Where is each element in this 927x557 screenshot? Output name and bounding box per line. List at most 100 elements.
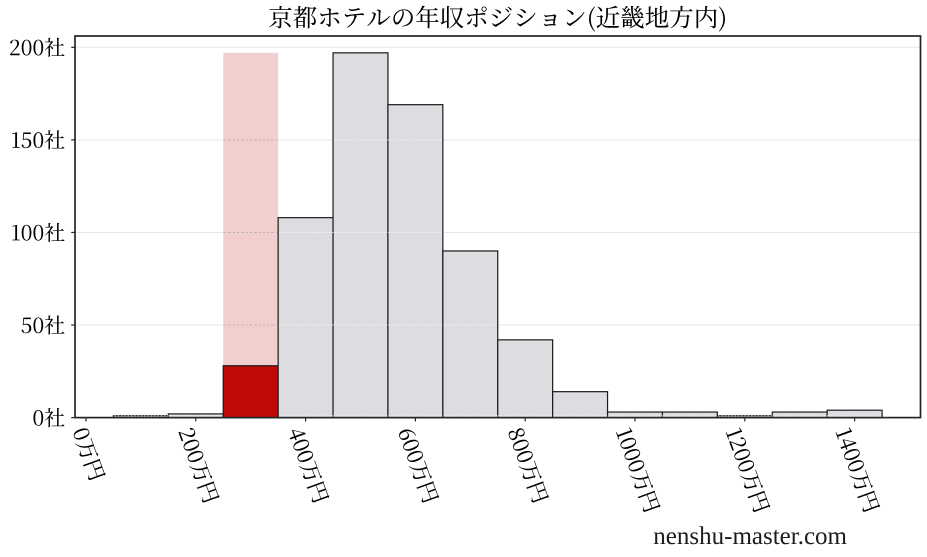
glyph [75, 437, 99, 457]
glyph [719, 6, 726, 32]
highlight-band [223, 52, 279, 418]
glyph [306, 481, 330, 503]
y-tick-label-glyphs [33, 408, 65, 428]
glyph [187, 450, 204, 463]
x-tick-label-glyphs [725, 427, 771, 512]
glyph [543, 14, 557, 27]
y-tick-label-glyphs [12, 130, 65, 150]
y-tick-label-glyphs [21, 315, 65, 335]
highlight-bar [222, 365, 279, 419]
chart-title-glyphs [269, 5, 726, 32]
glyph [516, 8, 536, 27]
glyph [738, 460, 755, 472]
glyph [269, 5, 292, 29]
x-tick-label-glyphs [73, 428, 106, 481]
glyph [840, 439, 857, 450]
grid [75, 46, 921, 326]
histogram-bar [826, 409, 883, 419]
glyph [526, 481, 549, 503]
glyph [616, 427, 633, 440]
glyph [21, 132, 32, 149]
x-tick-label-glyphs [508, 428, 549, 503]
y-tick-label-glyphs [10, 37, 65, 57]
glyph [508, 428, 525, 441]
grid-overlay [114, 139, 882, 417]
glyph [416, 5, 439, 29]
glyph [293, 439, 310, 451]
glyph [696, 5, 717, 29]
glyph [440, 5, 464, 29]
glyph [670, 5, 693, 29]
glyph [628, 460, 645, 472]
glyph [739, 469, 763, 489]
glyph [491, 6, 512, 27]
glyph [517, 450, 533, 463]
glyph [82, 458, 106, 481]
glyph [12, 224, 20, 241]
glyph [44, 315, 65, 335]
glyph [407, 450, 423, 463]
glyph [344, 8, 365, 28]
y-tick-label-glyphs [12, 222, 65, 243]
glyph [835, 427, 852, 440]
labels [10, 5, 881, 512]
glyph [589, 6, 596, 32]
glyph [320, 8, 340, 27]
glyph [624, 448, 641, 461]
glyph [857, 490, 881, 512]
x-tick-label-glyphs [835, 427, 881, 512]
plot-frame [74, 35, 922, 419]
glyph [367, 9, 391, 26]
glyph [10, 39, 20, 56]
glyph [44, 408, 65, 428]
glyph [620, 437, 637, 449]
glyph [512, 439, 529, 451]
glyph [297, 450, 314, 462]
histogram-bar [332, 52, 389, 419]
glyph [399, 429, 417, 441]
histogram-bar [277, 217, 334, 419]
glyph [518, 460, 542, 480]
glyph [848, 460, 864, 472]
glyph [645, 5, 669, 28]
glyph [403, 439, 419, 451]
glyph [596, 5, 620, 29]
glyph [196, 481, 220, 503]
glyph [183, 439, 200, 451]
glyph [416, 481, 440, 503]
glyph [21, 317, 32, 334]
glyph [44, 130, 65, 150]
glyph [44, 222, 65, 243]
glyph [189, 460, 213, 480]
x-tick-label-glyphs [616, 427, 661, 512]
glyph [12, 132, 20, 148]
histogram-bar [387, 104, 444, 419]
glyph [44, 37, 65, 57]
glyph [408, 460, 432, 480]
glyph [289, 429, 306, 441]
glyph [393, 9, 413, 27]
glyph [467, 6, 487, 28]
glyph [298, 460, 323, 479]
glyph [73, 428, 90, 440]
tick-marks [71, 46, 856, 422]
glyph [178, 427, 196, 442]
histogram-bar [497, 339, 554, 419]
x-tick-label-glyphs [399, 429, 440, 503]
histogram-bar [552, 391, 609, 419]
glyph [844, 448, 860, 461]
glyph [621, 5, 644, 29]
glyph [637, 490, 661, 512]
bars [112, 52, 883, 419]
glyph [725, 427, 743, 440]
x-tick-label-glyphs [178, 427, 220, 503]
glyph [629, 469, 654, 489]
glyph [729, 437, 747, 451]
glyph [747, 490, 771, 512]
x-tick-label-glyphs [289, 429, 330, 503]
glyph [734, 449, 750, 461]
histogram-bar [442, 250, 499, 419]
glyph [293, 6, 317, 29]
